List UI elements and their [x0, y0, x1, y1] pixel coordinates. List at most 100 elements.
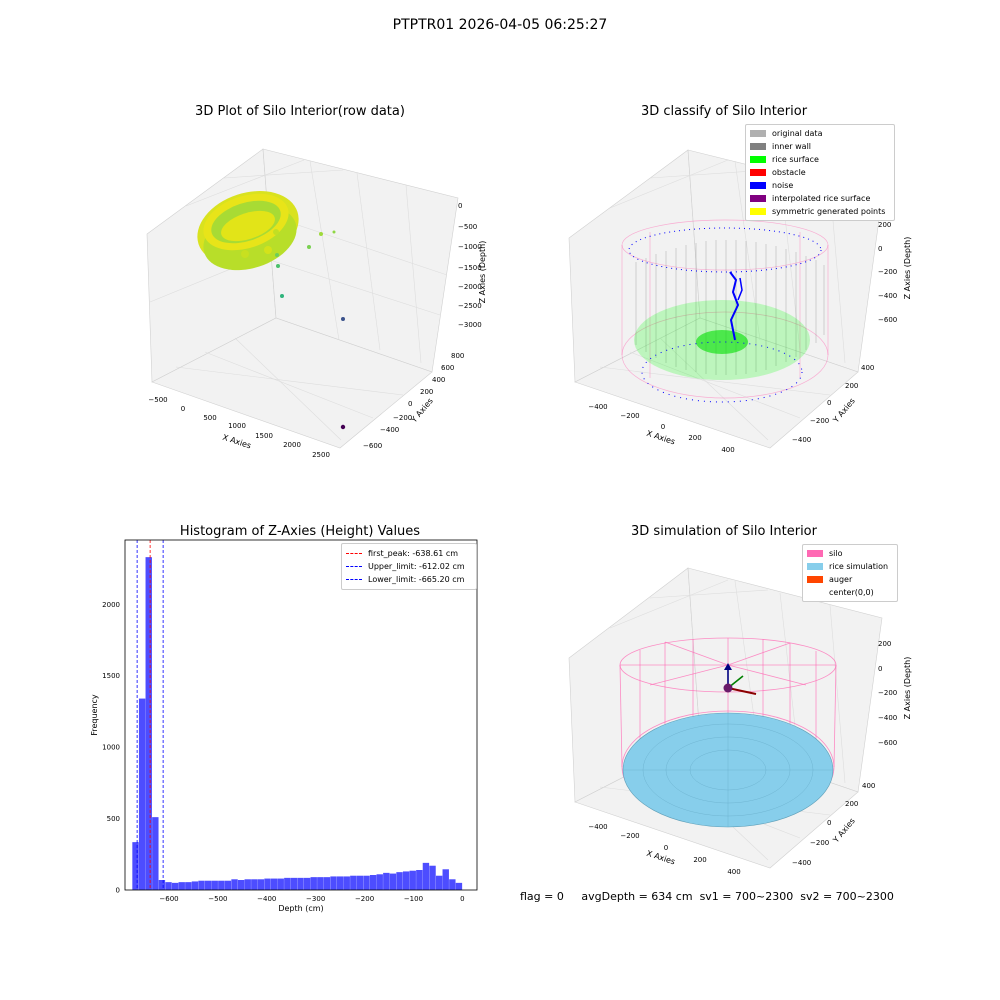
legend-auger: auger: [807, 573, 893, 586]
svg-text:−400: −400: [380, 426, 399, 434]
histogram-bar: [185, 882, 192, 890]
panel1-point-cloud: [197, 191, 346, 430]
svg-text:0: 0: [664, 844, 668, 852]
legend-interpolated: interpolated rice surface: [750, 192, 890, 205]
histogram-bar: [369, 875, 377, 890]
svg-text:−200: −200: [810, 417, 829, 425]
panel2-z-ticks: 200 0 −200 −400 −600: [878, 221, 897, 324]
x-tick: −600: [159, 895, 178, 903]
x-tick: −300: [306, 895, 325, 903]
legend-inner-wall: inner wall: [750, 140, 890, 153]
histogram-x-ticks: −600 −500 −400 −300 −200 −100 0: [159, 895, 464, 903]
svg-text:200: 200: [845, 382, 858, 390]
sv1-text: sv1 = 700~2300: [699, 890, 794, 903]
svg-text:−400: −400: [792, 859, 811, 867]
svg-text:−200: −200: [620, 412, 639, 420]
histogram-bar: [270, 878, 278, 890]
panel1-xlabel: X Axies: [221, 433, 252, 451]
svg-text:0: 0: [458, 202, 462, 210]
svg-text:−400: −400: [588, 823, 607, 831]
panel1-axes-panes: [146, 148, 459, 449]
histogram-bar: [204, 880, 212, 890]
histogram-bar: [343, 876, 350, 890]
panel2-ylabel: Y Axies: [831, 396, 857, 425]
panel2-legend: original data inner wall rice surface ob…: [745, 124, 895, 221]
x-tick: −500: [208, 895, 227, 903]
histogram-bar: [198, 880, 205, 890]
svg-text:−2500: −2500: [458, 302, 482, 310]
histogram-bar: [303, 877, 311, 890]
histogram-bar: [376, 874, 383, 890]
y-tick: 500: [107, 815, 120, 823]
histogram-bar: [251, 879, 258, 890]
histogram-bar: [132, 842, 139, 890]
svg-text:400: 400: [721, 446, 734, 454]
histogram-limit-lines: [136, 540, 164, 890]
legend-noise: noise: [750, 179, 890, 192]
histogram-bar: [363, 875, 370, 890]
svg-text:−200: −200: [878, 689, 897, 697]
histogram-bar: [178, 882, 185, 890]
svg-text:200: 200: [845, 800, 858, 808]
histogram-bar: [416, 870, 423, 890]
histogram-bar: [442, 869, 449, 890]
svg-text:−1000: −1000: [458, 243, 482, 251]
flag-text: flag = 0: [520, 890, 564, 903]
panel4-ylabel: Y Axies: [831, 816, 857, 845]
histogram-bar: [323, 877, 331, 890]
svg-text:800: 800: [451, 352, 464, 360]
svg-text:−200: −200: [393, 414, 412, 422]
svg-text:600: 600: [441, 364, 454, 372]
histogram-bar: [396, 872, 403, 890]
histogram-bar: [145, 557, 152, 890]
panel1-z-ticks: 0 −500 −1000 −1500 −2000 −2500 −3000: [458, 202, 482, 329]
panel2-silo-cylinder: [621, 219, 829, 399]
panel3-title: Histogram of Z-Axies (Height) Values: [179, 524, 421, 539]
histogram-bar: [257, 879, 265, 890]
avg-depth-text: avgDepth = 634 cm: [581, 890, 693, 903]
histogram-bar: [284, 877, 291, 890]
svg-text:−200: −200: [620, 832, 639, 840]
panel1-title: 3D Plot of Silo Interior(row data): [195, 104, 405, 119]
histogram-legend: first_peak: -638.61 cm Upper_limit: -612…: [341, 543, 477, 590]
y-tick: 0: [116, 887, 120, 895]
svg-text:400: 400: [862, 782, 875, 790]
histogram-bar: [383, 872, 390, 890]
svg-text:−400: −400: [792, 436, 811, 444]
histogram-bar: [409, 870, 416, 890]
sv2-text: sv2 = 700~2300: [800, 890, 894, 903]
page-title: PTPTR01 2026-04-05 06:25:27: [392, 17, 608, 33]
svg-text:−1500: −1500: [458, 264, 482, 272]
panel2-noise: [628, 227, 822, 403]
histogram-bar: [171, 882, 179, 890]
histogram-bar: [231, 879, 238, 890]
histogram-bar: [218, 880, 225, 890]
auger-icon: [723, 663, 757, 695]
legend-original-data: original data: [750, 127, 890, 140]
y-tick: 1000: [102, 744, 120, 752]
histogram-bar: [310, 877, 317, 890]
svg-text:400: 400: [727, 868, 740, 876]
panel4-x-ticks: −400 −200 0 200 400: [588, 823, 740, 876]
svg-text:200: 200: [420, 388, 433, 396]
histogram-bar: [429, 865, 436, 890]
svg-text:0: 0: [181, 405, 185, 413]
svg-text:−200: −200: [810, 839, 829, 847]
x-tick: −100: [404, 895, 423, 903]
panel1-ylabel: Y Axies: [409, 396, 435, 425]
histogram-bar: [290, 877, 298, 890]
x-tick: −200: [355, 895, 374, 903]
histogram-bar: [330, 876, 337, 890]
legend-center: center(0,0): [829, 588, 874, 597]
svg-text:0: 0: [878, 665, 882, 673]
panel2-grid: [599, 159, 846, 441]
legend-rice-simulation: rice simulation: [807, 560, 893, 573]
svg-text:200: 200: [693, 856, 706, 864]
svg-text:500: 500: [203, 414, 216, 422]
histogram-bar: [138, 698, 146, 890]
panel4-z-ticks: 200 0 −200 −400 −600: [878, 640, 897, 747]
legend-rice-surface: rice surface: [750, 153, 890, 166]
legend-symmetric: symmetric generated points: [750, 205, 890, 218]
svg-text:−2000: −2000: [458, 283, 482, 291]
svg-text:400: 400: [432, 376, 445, 384]
